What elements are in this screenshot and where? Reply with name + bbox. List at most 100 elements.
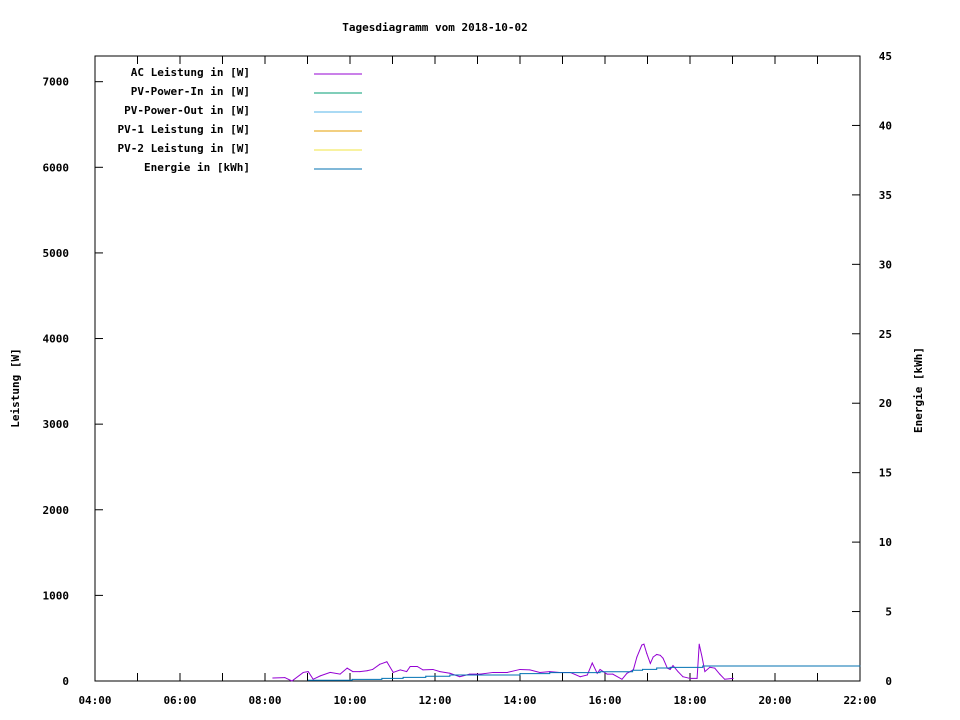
data-point-0 (591, 662, 593, 664)
data-point-0 (656, 653, 658, 655)
data-point-0 (359, 671, 361, 673)
data-point-0 (641, 644, 643, 646)
data-point-5 (656, 667, 658, 669)
data-point-0 (386, 661, 388, 663)
data-point-0 (284, 677, 286, 679)
data-point-0 (659, 654, 661, 656)
data-point-0 (366, 670, 368, 672)
data-point-5 (669, 666, 671, 668)
data-point-0 (669, 668, 671, 670)
data-point-0 (732, 677, 734, 679)
data-point-0 (506, 671, 508, 673)
data-point-5 (449, 674, 451, 676)
data-point-0 (696, 677, 698, 679)
y2-tick-label: 35 (879, 189, 892, 202)
y2-tick-label: 20 (879, 397, 892, 410)
data-point-5 (351, 678, 353, 680)
y2-axis-label: Energie [kWh] (912, 347, 925, 433)
data-point-0 (307, 671, 309, 673)
data-point-0 (372, 668, 374, 670)
data-point-0 (689, 677, 691, 679)
legend-label: Energie in [kWh] (144, 161, 250, 174)
data-point-0 (339, 673, 341, 675)
data-point-0 (719, 673, 721, 675)
data-point-0 (599, 668, 601, 670)
data-point-0 (672, 665, 674, 667)
data-point-0 (459, 676, 461, 678)
legend-label: AC Leistung in [W] (131, 66, 250, 79)
data-point-0 (709, 666, 711, 668)
y-tick-label: 6000 (43, 161, 70, 174)
data-point-0 (621, 678, 623, 680)
data-point-0 (626, 672, 628, 674)
data-point-0 (272, 677, 274, 679)
data-point-0 (704, 671, 706, 673)
data-point-0 (422, 669, 424, 671)
data-point-0 (539, 671, 541, 673)
y2-tick-label: 40 (879, 119, 892, 132)
data-point-0 (449, 672, 451, 674)
y2-tick-label: 45 (879, 50, 892, 63)
data-point-0 (529, 669, 531, 671)
data-point-5 (381, 677, 383, 679)
legend-label: PV-Power-In in [W] (131, 85, 250, 98)
data-point-0 (319, 675, 321, 677)
y2-tick-label: 30 (879, 258, 892, 271)
x-tick-label: 14:00 (503, 694, 536, 707)
data-point-0 (701, 656, 703, 658)
data-point-5 (307, 679, 309, 681)
data-point-0 (714, 667, 716, 669)
y-tick-label: 4000 (43, 333, 70, 346)
y2-tick-label: 0 (885, 675, 892, 688)
data-point-0 (724, 678, 726, 680)
data-point-5 (549, 672, 551, 674)
data-point-0 (416, 665, 418, 667)
x-tick-label: 20:00 (758, 694, 791, 707)
y-tick-label: 1000 (43, 589, 70, 602)
data-point-0 (399, 669, 401, 671)
x-tick-label: 22:00 (843, 694, 876, 707)
y2-tick-label: 5 (885, 606, 892, 619)
data-point-0 (432, 668, 434, 670)
y-tick-label: 2000 (43, 504, 70, 517)
data-point-0 (409, 665, 411, 667)
y-tick-label: 5000 (43, 247, 70, 260)
data-point-0 (649, 662, 651, 664)
x-tick-label: 10:00 (333, 694, 366, 707)
y-tick-label: 0 (62, 675, 69, 688)
data-point-0 (392, 671, 394, 673)
data-point-0 (579, 676, 581, 678)
data-point-5 (642, 668, 644, 670)
data-point-0 (682, 676, 684, 678)
chart-title: Tagesdiagramm vom 2018-10-02 (342, 21, 527, 34)
data-point-5 (425, 675, 427, 677)
data-point-5 (859, 665, 861, 667)
x-tick-label: 06:00 (163, 694, 196, 707)
data-point-0 (698, 643, 700, 645)
data-point-0 (646, 653, 648, 655)
data-point-0 (406, 671, 408, 673)
data-point-0 (439, 671, 441, 673)
data-point-0 (291, 680, 293, 682)
y-tick-label: 7000 (43, 76, 70, 89)
x-tick-label: 08:00 (248, 694, 281, 707)
data-point-0 (352, 671, 354, 673)
legend-label: PV-1 Leistung in [W] (118, 123, 250, 136)
data-point-0 (379, 663, 381, 665)
data-point-0 (612, 673, 614, 675)
data-point-0 (469, 673, 471, 675)
x-tick-label: 12:00 (418, 694, 451, 707)
data-point-5 (702, 665, 704, 667)
x-tick-label: 18:00 (673, 694, 706, 707)
y-axis-label: Leistung [W] (9, 348, 22, 427)
data-point-5 (632, 669, 634, 671)
data-point-0 (346, 667, 348, 669)
data-point-0 (492, 671, 494, 673)
legend-label: PV-2 Leistung in [W] (118, 142, 250, 155)
data-point-0 (479, 673, 481, 675)
data-point-0 (643, 643, 645, 645)
data-point-0 (677, 671, 679, 673)
data-point-0 (606, 673, 608, 675)
data-point-0 (662, 657, 664, 659)
